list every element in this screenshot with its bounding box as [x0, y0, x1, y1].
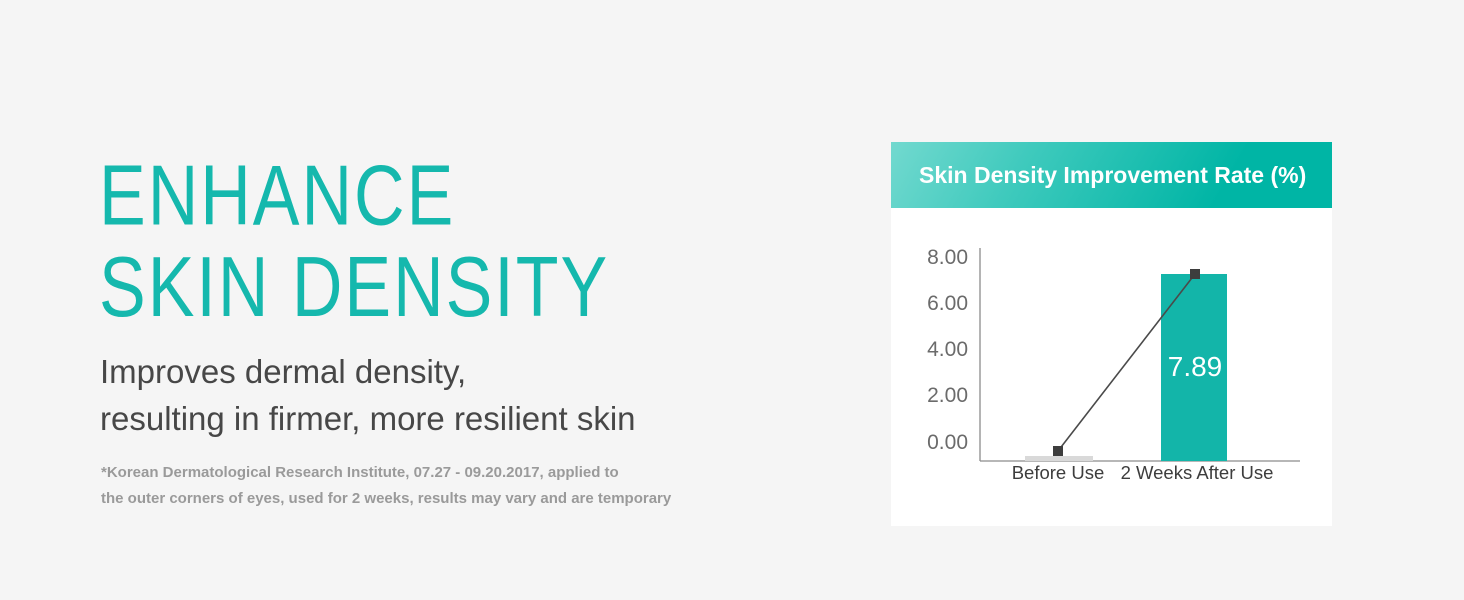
svg-text:8.00: 8.00: [927, 246, 968, 269]
svg-text:2 Weeks After Use: 2 Weeks After Use: [1121, 462, 1274, 483]
svg-text:6.00: 6.00: [927, 292, 968, 315]
svg-text:0.00: 0.00: [927, 431, 968, 454]
svg-text:2.00: 2.00: [927, 384, 968, 407]
svg-text:7.89: 7.89: [1168, 351, 1223, 382]
svg-text:Before Use: Before Use: [1012, 462, 1105, 483]
svg-text:4.00: 4.00: [927, 338, 968, 361]
